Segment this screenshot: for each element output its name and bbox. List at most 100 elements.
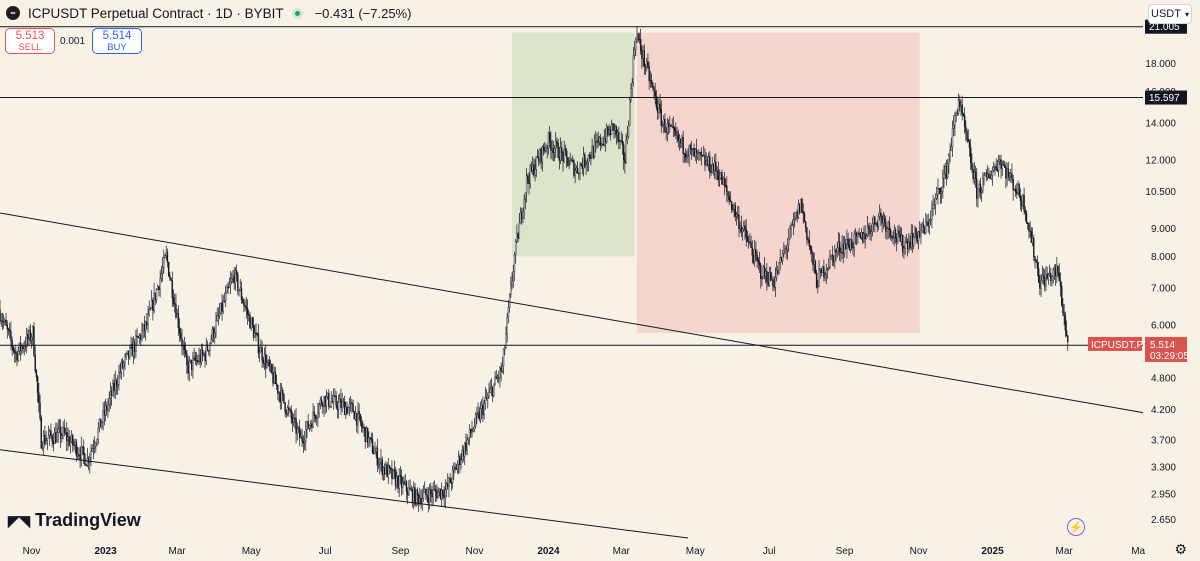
- candle-body: [208, 350, 210, 352]
- candle-body: [695, 149, 698, 154]
- candle-body: [778, 262, 780, 274]
- candle-body: [1052, 269, 1054, 277]
- candle-body: [194, 356, 197, 361]
- candle-body: [224, 292, 227, 302]
- candle-body: [1019, 195, 1022, 201]
- candle-body: [922, 223, 925, 229]
- y-tick-label: 10.500: [1145, 187, 1176, 198]
- lightning-icon[interactable]: ⚡: [1067, 518, 1085, 536]
- candle-body: [794, 218, 796, 220]
- candle-body: [267, 360, 269, 363]
- candle-body: [163, 257, 165, 268]
- candle-body: [887, 222, 889, 229]
- candle-body: [357, 411, 359, 426]
- candle-body: [787, 238, 790, 245]
- candle-body: [646, 61, 648, 68]
- candle-body: [823, 266, 825, 278]
- candle-body: [101, 421, 103, 428]
- candle-body: [824, 274, 826, 278]
- candle-body: [882, 218, 885, 224]
- candle-body: [741, 228, 744, 233]
- candle-body: [415, 490, 417, 505]
- candle-body: [237, 274, 239, 291]
- candle-body: [738, 214, 740, 229]
- candle-body: [626, 136, 629, 141]
- candle-body: [239, 287, 241, 291]
- candle-body: [1001, 164, 1003, 169]
- candle-body: [758, 261, 761, 266]
- candle-body: [972, 169, 974, 180]
- candle-body: [445, 483, 448, 490]
- candle-body: [993, 167, 995, 171]
- candle-body: [514, 240, 517, 256]
- candle-body: [553, 148, 556, 153]
- candle-body: [322, 403, 324, 408]
- candle-body: [821, 266, 824, 273]
- candle-body: [0, 320, 2, 322]
- candle-body: [639, 38, 642, 51]
- buy-button[interactable]: 5.514 BUY: [92, 28, 142, 54]
- candle-body: [547, 132, 550, 149]
- candle-body: [330, 401, 332, 407]
- candle-body: [846, 239, 848, 249]
- candle-body: [858, 232, 860, 235]
- candle-body: [852, 247, 854, 249]
- candle-body: [670, 125, 672, 127]
- currency-select[interactable]: USDT ▾: [1148, 4, 1192, 24]
- candle-body: [926, 221, 928, 223]
- candle-body: [522, 211, 524, 219]
- candle-body: [530, 165, 533, 171]
- candle-body: [481, 405, 483, 409]
- candle-body: [527, 175, 529, 181]
- candle-body: [86, 458, 89, 466]
- candle-body: [464, 442, 466, 457]
- candle-body: [665, 131, 667, 133]
- candle-body: [785, 248, 787, 250]
- candle-body: [789, 228, 791, 239]
- candle-body: [733, 205, 735, 210]
- tradingview-logo: ◤◥ TradingView: [8, 510, 141, 531]
- candle-body: [135, 335, 137, 352]
- candle-body: [769, 272, 772, 281]
- candle-body: [612, 123, 614, 125]
- buy-label: BUY: [107, 42, 127, 53]
- brand-name: TradingView: [35, 510, 141, 530]
- candle-body: [150, 300, 153, 309]
- candle-body: [36, 376, 39, 393]
- candle-body: [783, 250, 785, 254]
- candle-body: [773, 285, 775, 288]
- chevron-down-icon: ▾: [1184, 9, 1189, 19]
- candle-body: [676, 132, 678, 136]
- candle-body: [777, 270, 779, 274]
- candle-body: [944, 165, 946, 175]
- candle-body: [574, 170, 576, 176]
- candle-body: [767, 281, 769, 286]
- gear-icon[interactable]: ⚙: [1174, 541, 1187, 557]
- candle-body: [572, 160, 574, 162]
- candle-body: [397, 476, 399, 489]
- candle-body: [444, 489, 447, 498]
- symbol-title[interactable]: ICPUSDT Perpetual Contract · 1D · BYBIT: [28, 5, 284, 21]
- candle-body: [832, 255, 835, 263]
- candle-body: [775, 270, 778, 278]
- candle-body: [648, 66, 650, 82]
- sell-price: 5.513: [15, 30, 45, 42]
- candle-body: [1054, 267, 1057, 276]
- candle-body: [654, 91, 656, 97]
- candle-body: [73, 444, 75, 447]
- sell-button[interactable]: 5.513 SELL: [5, 28, 55, 54]
- candle-body: [519, 212, 522, 224]
- candle-body: [326, 392, 329, 398]
- candle-body: [295, 418, 297, 434]
- candle-body: [965, 126, 967, 132]
- x-tick-label: Jul: [319, 546, 332, 557]
- candle-body: [375, 448, 377, 452]
- candle-body: [550, 140, 552, 151]
- candle-body: [336, 405, 339, 411]
- x-tick-label: Sep: [836, 546, 854, 557]
- candle-body: [614, 126, 616, 131]
- candle-body: [222, 300, 224, 312]
- candle-body: [825, 269, 828, 275]
